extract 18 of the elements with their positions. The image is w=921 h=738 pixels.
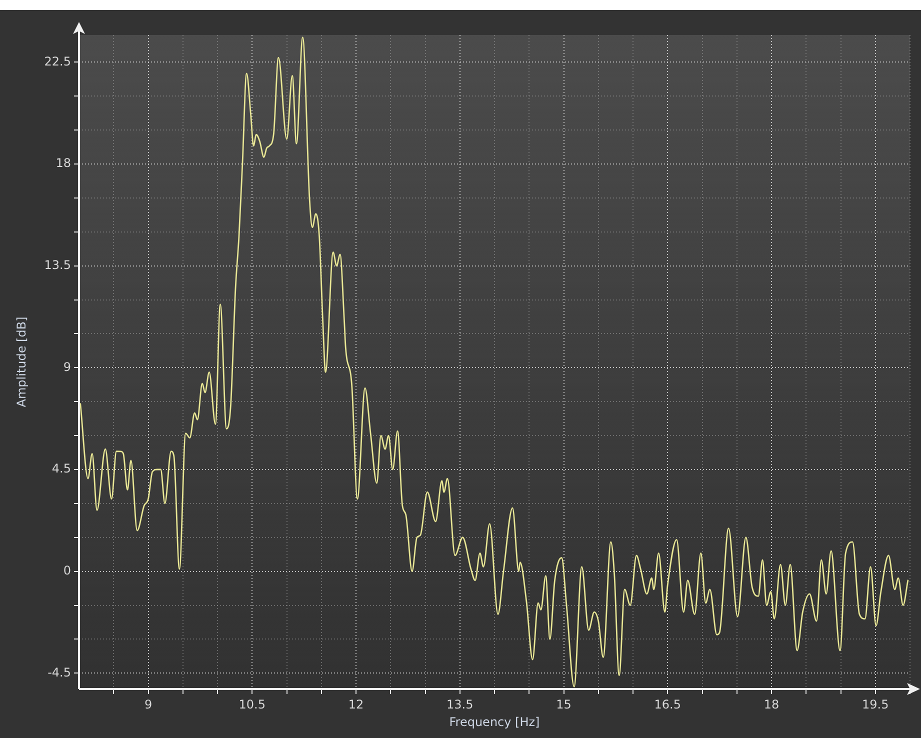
x-tick-label: 18 — [764, 697, 780, 712]
y-tick-label: 9 — [63, 360, 71, 374]
y-tick-label: 22.5 — [44, 54, 71, 68]
y-axis-title: Amplitude [dB] — [14, 316, 28, 408]
y-tick-label: 0 — [63, 563, 71, 578]
line-series — [80, 36, 909, 688]
y-tick-label: -4.5 — [48, 665, 71, 680]
x-tick-label: 9 — [144, 697, 152, 712]
y-tick-label: 4.5 — [52, 462, 71, 476]
x-tick-label: 19.5 — [862, 697, 889, 712]
x-tick-label: 16.5 — [654, 697, 681, 712]
x-tick-label: 10.5 — [238, 697, 266, 712]
x-tick-label: 12 — [348, 697, 364, 712]
x-axis-title: Frequency [Hz] — [449, 714, 540, 729]
x-tick-label: 13.5 — [446, 697, 474, 712]
y-tick-label: 18 — [56, 156, 71, 170]
x-tick-label: 15 — [556, 697, 572, 712]
y-tick-label: 13.5 — [44, 258, 71, 272]
